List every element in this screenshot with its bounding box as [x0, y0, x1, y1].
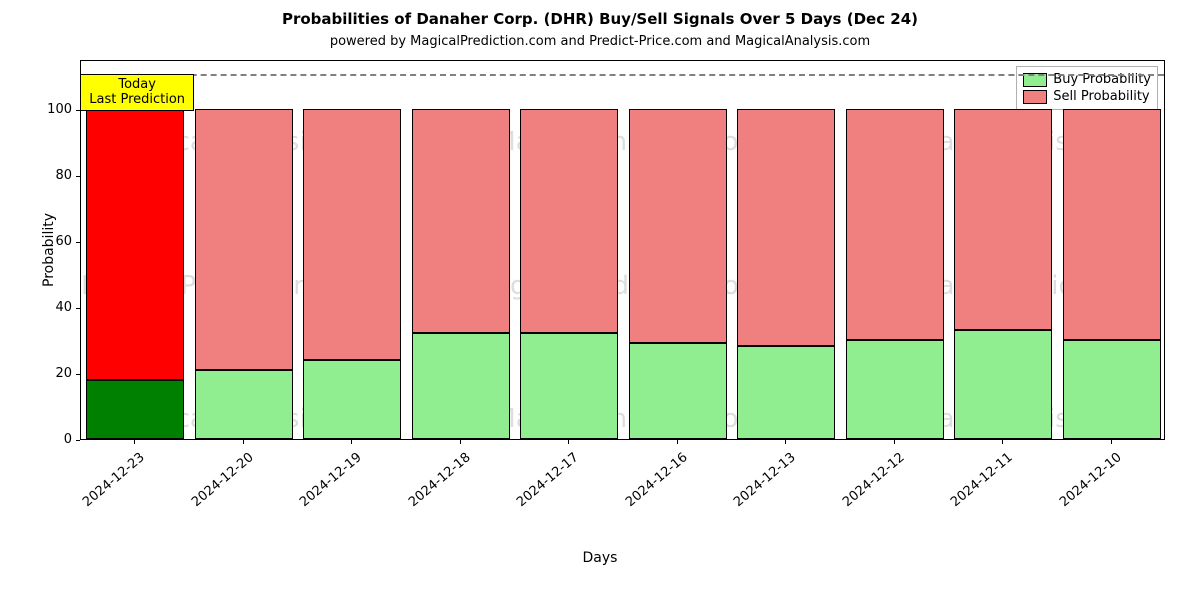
ytick-mark: [76, 440, 80, 441]
xtick-label: 2024-12-17: [503, 450, 582, 519]
bar-buy: [1063, 340, 1161, 439]
reference-line: [81, 74, 1164, 76]
xtick-mark: [351, 440, 352, 444]
legend-swatch-sell: [1023, 90, 1047, 104]
annotation-line1: Today: [89, 77, 185, 93]
xtick-label: 2024-12-13: [720, 450, 799, 519]
bar-buy: [520, 333, 618, 439]
chart-subtitle: powered by MagicalPrediction.com and Pre…: [0, 34, 1200, 49]
legend-label-sell: Sell Probability: [1053, 89, 1149, 104]
bar-sell: [520, 109, 618, 334]
xtick-mark: [243, 440, 244, 444]
xtick-label: 2024-12-20: [178, 450, 257, 519]
xtick-mark: [677, 440, 678, 444]
xtick-mark: [1111, 440, 1112, 444]
xtick-mark: [134, 440, 135, 444]
bar-buy: [954, 330, 1052, 439]
xtick-mark: [568, 440, 569, 444]
ytick-mark: [76, 374, 80, 375]
xtick-label: 2024-12-16: [612, 450, 691, 519]
xtick-label: 2024-12-18: [395, 450, 474, 519]
bar-buy: [737, 346, 835, 439]
ytick-mark: [76, 242, 80, 243]
bar-sell: [954, 109, 1052, 330]
xtick-label: 2024-12-23: [69, 450, 148, 519]
bar-buy: [303, 360, 401, 439]
bar-sell: [86, 109, 184, 380]
y-axis-label: Probability: [41, 213, 57, 287]
ytick-label: 80: [32, 168, 72, 183]
xtick-label: 2024-12-19: [286, 450, 365, 519]
bar-buy: [846, 340, 944, 439]
ytick-label: 100: [32, 102, 72, 117]
ytick-label: 0: [32, 432, 72, 447]
bar-sell: [737, 109, 835, 347]
xtick-mark: [894, 440, 895, 444]
xtick-mark: [460, 440, 461, 444]
bar-sell: [1063, 109, 1161, 340]
chart-container: Probabilities of Danaher Corp. (DHR) Buy…: [0, 0, 1200, 600]
bar-sell: [846, 109, 944, 340]
bar-sell: [303, 109, 401, 360]
today-annotation: TodayLast Prediction: [80, 74, 194, 111]
bar-buy: [629, 343, 727, 439]
bar-sell: [629, 109, 727, 344]
xtick-mark: [1002, 440, 1003, 444]
ytick-label: 40: [32, 300, 72, 315]
bar-buy: [86, 380, 184, 439]
xtick-label: 2024-12-12: [829, 450, 908, 519]
bar-sell: [195, 109, 293, 370]
xtick-label: 2024-12-11: [937, 450, 1016, 519]
plot-area: Buy Probability Sell Probability Magical…: [80, 60, 1165, 440]
xtick-mark: [785, 440, 786, 444]
ytick-mark: [76, 176, 80, 177]
xtick-label: 2024-12-10: [1046, 450, 1125, 519]
bar-sell: [412, 109, 510, 334]
bar-buy: [412, 333, 510, 439]
ytick-label: 60: [32, 234, 72, 249]
ytick-mark: [76, 110, 80, 111]
annotation-line2: Last Prediction: [89, 92, 185, 108]
ytick-label: 20: [32, 366, 72, 381]
legend-item-sell: Sell Probability: [1023, 88, 1151, 105]
chart-title: Probabilities of Danaher Corp. (DHR) Buy…: [0, 10, 1200, 28]
ytick-mark: [76, 308, 80, 309]
bar-buy: [195, 370, 293, 439]
x-axis-label: Days: [0, 550, 1200, 566]
